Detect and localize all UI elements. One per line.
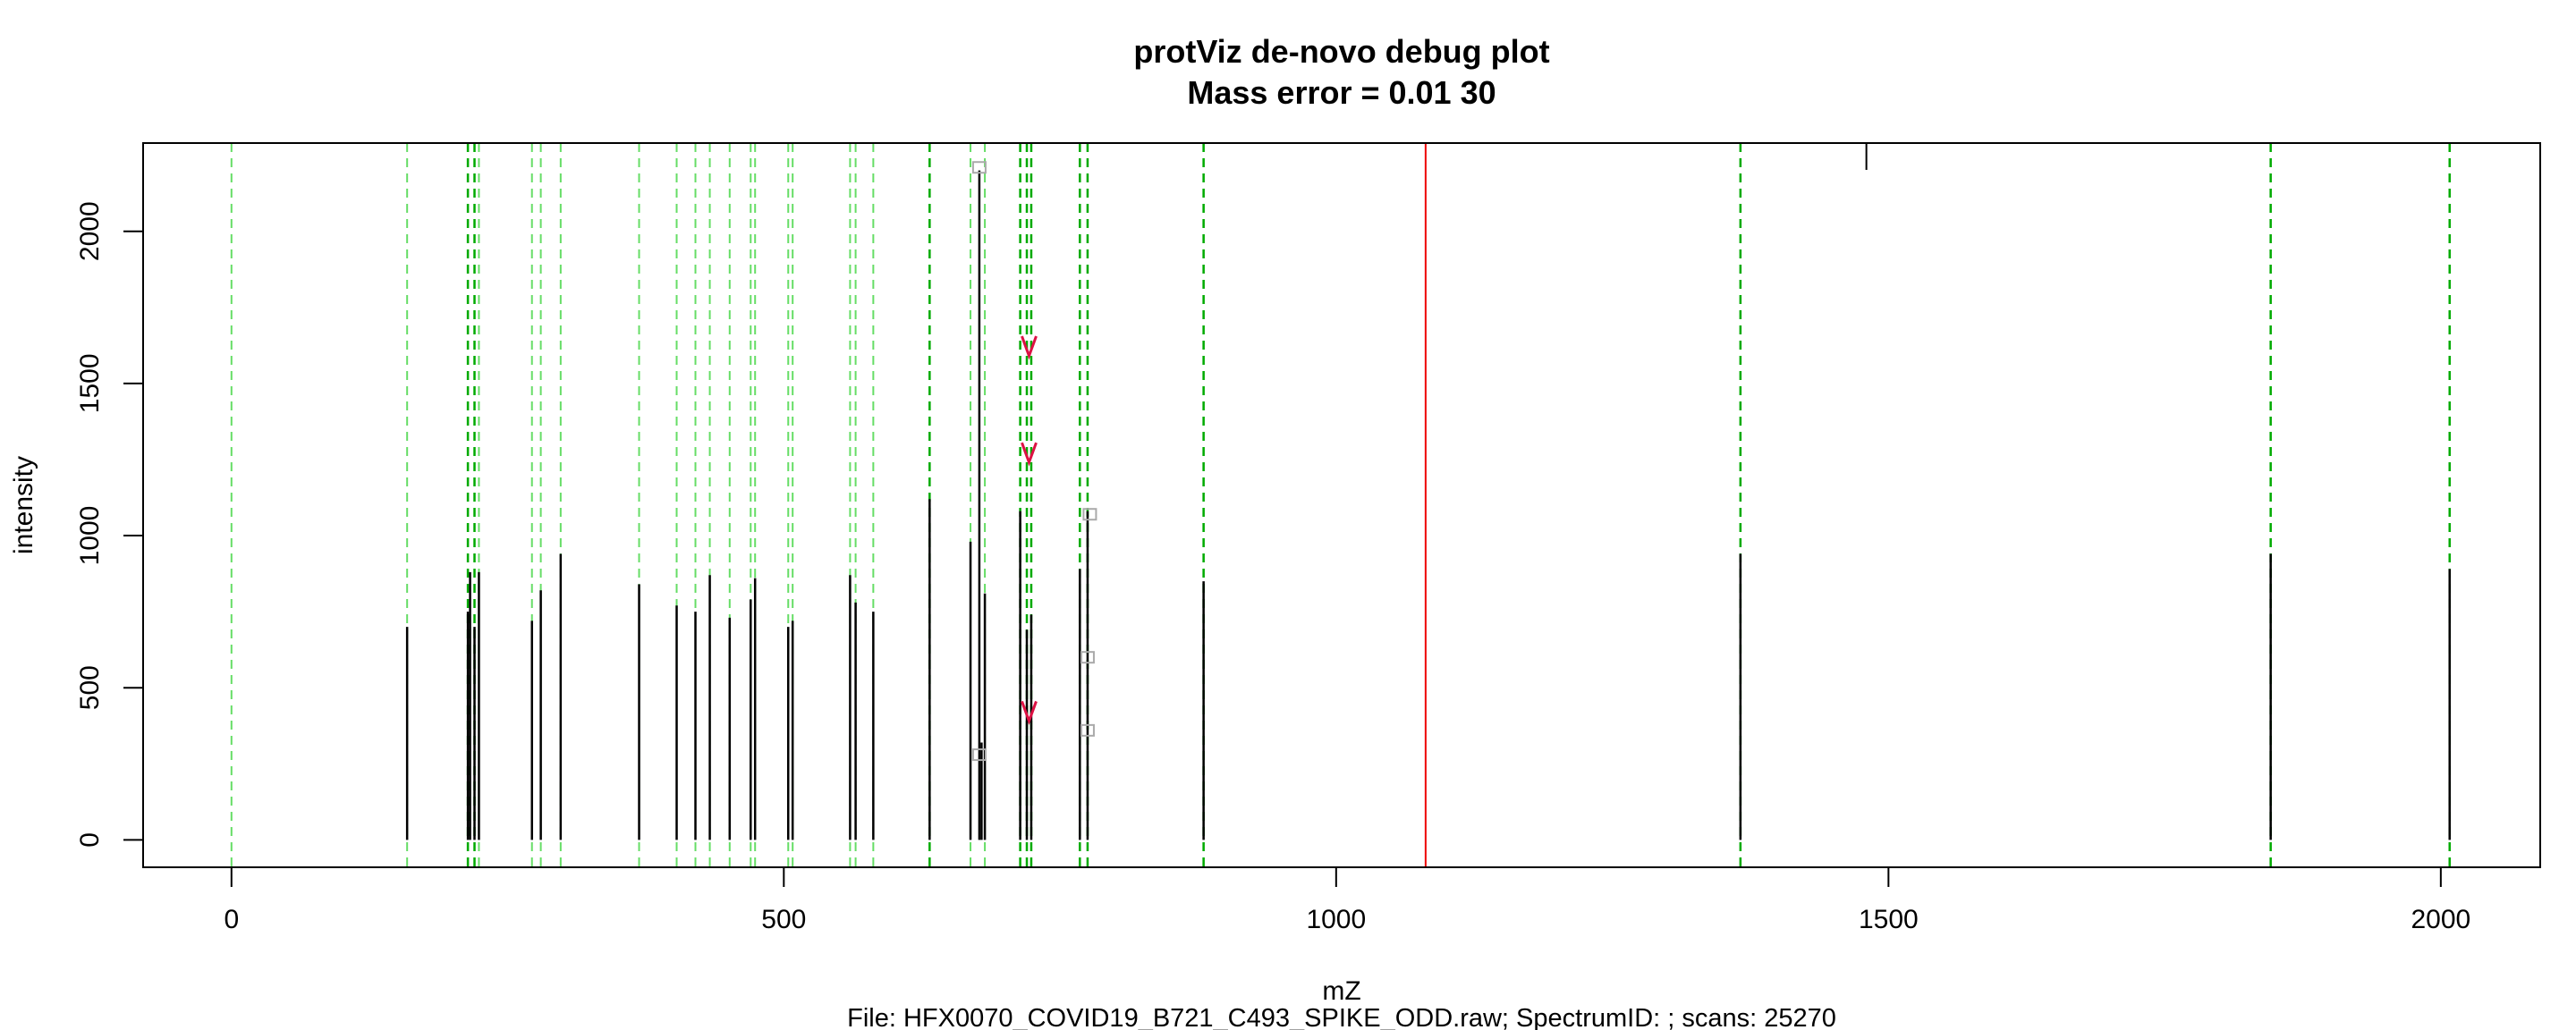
y-tick-label: 500 xyxy=(75,665,105,710)
y-axis: 0 500 1000 1500 2000 xyxy=(75,201,144,848)
gray-ion-label xyxy=(1082,508,1097,521)
gray-ion-label xyxy=(971,748,987,762)
chart-caption: File: HFX0070_COVID19_B721_C493_SPIKE_OD… xyxy=(847,1004,1836,1030)
gray-ion-label xyxy=(1080,723,1095,737)
x-axis-label: mZ xyxy=(1322,976,1360,1006)
gray-ion-label xyxy=(971,161,987,174)
x-tick-label: 1000 xyxy=(1306,905,1366,934)
plot-frame xyxy=(142,142,2541,868)
x-tick-label: 500 xyxy=(761,905,806,934)
x-tick-label: 2000 xyxy=(2411,905,2470,934)
match-marker xyxy=(1021,700,1038,725)
fragment-lines-layer xyxy=(230,143,2451,867)
x-axis: 0 500 1000 1500 2000 xyxy=(224,866,2470,934)
chart-subtitle: Mass error = 0.01 30 xyxy=(1187,74,1496,111)
y-tick-label: 1000 xyxy=(75,506,105,566)
match-marker xyxy=(1021,442,1038,467)
y-tick-label: 1500 xyxy=(75,353,105,413)
x-tick-label: 0 xyxy=(224,905,239,934)
annotations-layer xyxy=(971,161,1097,762)
gray-ion-label xyxy=(1080,651,1095,664)
match-marker xyxy=(1021,335,1038,360)
y-tick-label: 0 xyxy=(75,832,105,848)
peaks-layer xyxy=(405,143,2451,840)
y-tick-label: 2000 xyxy=(75,201,105,261)
x-tick-label: 1500 xyxy=(1859,905,1919,934)
chart-title: protViz de-novo debug plot xyxy=(1133,33,1549,70)
y-axis-label: intensity xyxy=(9,456,38,554)
